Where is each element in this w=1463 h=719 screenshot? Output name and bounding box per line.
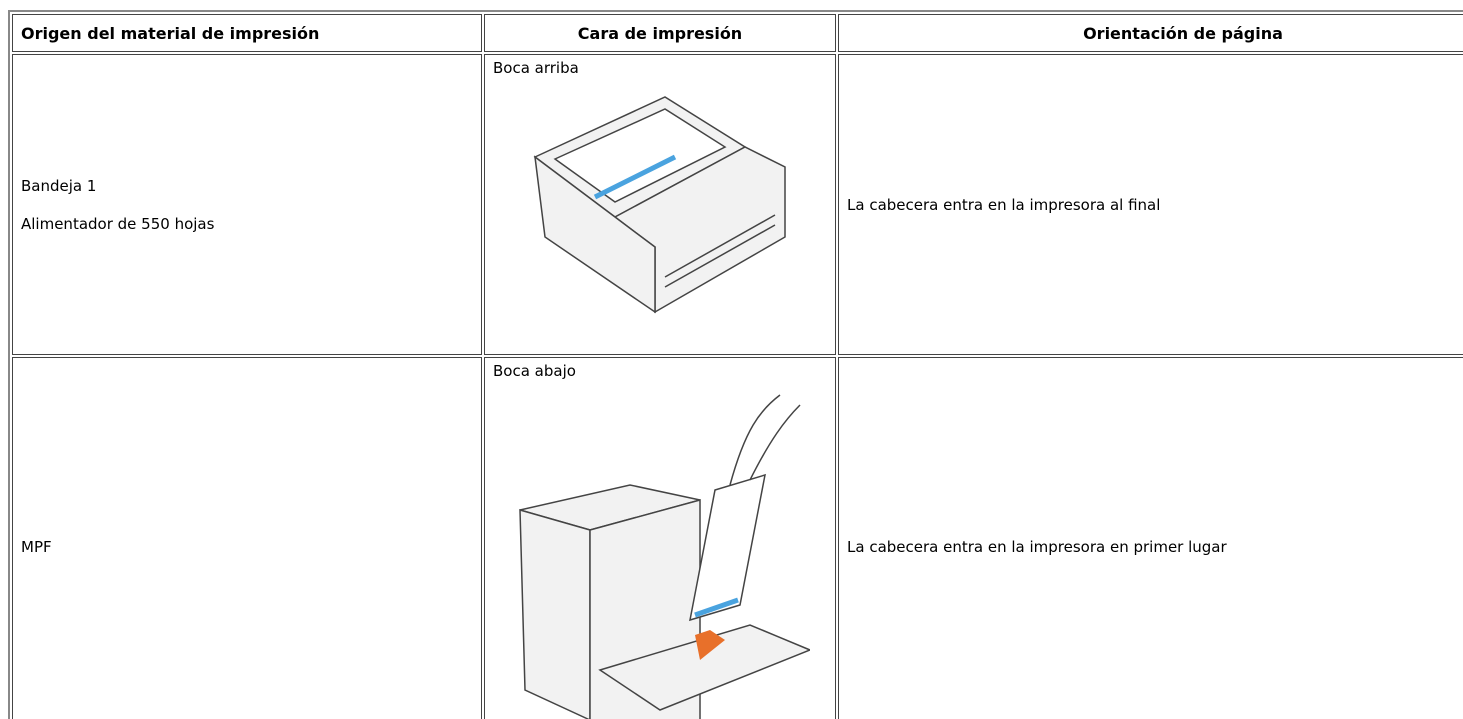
orientation-cell: La cabecera entra en la impresora al fin… <box>838 54 1463 355</box>
header-cell: Cara de impresión <box>484 14 836 52</box>
source-text: Bandeja 1 <box>21 176 97 195</box>
header-cell: Orientación de página <box>838 14 1463 52</box>
orientation-cell: La cabecera entra en la impresora en pri… <box>838 357 1463 719</box>
face-cell: Boca abajo <box>484 357 836 719</box>
source-text: Alimentador de 550 hojas <box>21 214 215 233</box>
source-text: MPF <box>21 538 52 556</box>
face-text: Boca abajo <box>493 362 576 380</box>
source-cell: Bandeja 1 Alimentador de 550 hojas <box>12 54 482 355</box>
media-table: Origen del material de impresión Cara de… <box>8 10 1463 719</box>
orientation-text: La cabecera entra en la impresora en pri… <box>847 538 1227 556</box>
face-text: Boca arriba <box>493 59 579 77</box>
row: Bandeja 1 Alimentador de 550 hojas Boca … <box>12 54 1463 355</box>
header-cell: Origen del material de impresión <box>12 14 482 52</box>
face-cell: Boca arriba <box>484 54 836 355</box>
source-cell: MPF <box>12 357 482 719</box>
header-row: Origen del material de impresión Cara de… <box>12 14 1463 52</box>
orientation-text: La cabecera entra en la impresora al fin… <box>847 195 1161 214</box>
row: MPF Boca abajo La cabecera entra en la i… <box>12 357 1463 719</box>
tray-illustration <box>533 96 786 314</box>
printer-illustration <box>519 394 810 719</box>
